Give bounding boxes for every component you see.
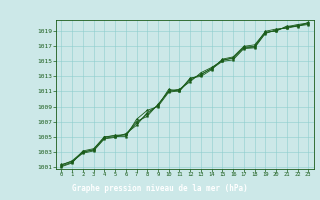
Text: Graphe pression niveau de la mer (hPa): Graphe pression niveau de la mer (hPa) <box>72 184 248 193</box>
